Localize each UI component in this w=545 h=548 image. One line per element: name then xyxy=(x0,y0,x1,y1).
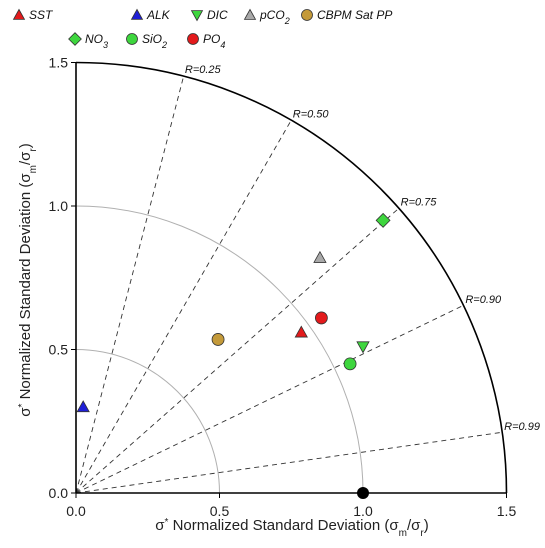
r-line-0.75 xyxy=(75,207,400,494)
legend-label-dic: DIC xyxy=(207,8,228,22)
reference-point xyxy=(357,487,369,499)
y-tick-label: 0.5 xyxy=(49,342,69,358)
legend-marker-no3 xyxy=(68,32,82,46)
legend-marker-alk xyxy=(130,8,144,20)
outer-arc xyxy=(75,61,508,494)
tick-labels: 0.0 0.5 1.0 1.5 0.0 0.5 1.0 1.5 xyxy=(49,55,517,520)
y-axis-title: σ* Normalized Standard Deviation (σm/σr) xyxy=(17,143,39,417)
r-line-0.99 xyxy=(75,431,503,494)
x-tick-label: 1.5 xyxy=(497,503,517,519)
r-label-0.75: R=0.75 xyxy=(401,197,438,209)
r-line-0.5 xyxy=(75,119,292,494)
legend-label-sst: SST xyxy=(29,8,54,22)
point-sio2 xyxy=(343,357,357,371)
point-no3 xyxy=(375,212,391,228)
r-label-0.25: R=0.25 xyxy=(185,64,222,76)
legend-marker-po4 xyxy=(187,33,199,45)
y-tick-label: 0.0 xyxy=(49,485,69,501)
y-tick-label: 1.5 xyxy=(49,55,69,71)
r-label-0.5: R=0.50 xyxy=(293,108,330,120)
legend-marker-pco2 xyxy=(243,8,257,20)
std-arc-0.5 xyxy=(75,349,220,494)
point-pco2 xyxy=(313,250,327,263)
point-cbpm-sat-pp xyxy=(211,333,225,346)
data-points xyxy=(76,212,391,499)
legend-label-sio2: SiO2 xyxy=(142,32,167,50)
legend-marker-dic xyxy=(190,10,204,22)
std-arc-1 xyxy=(75,205,364,494)
x-tick-label: 0.0 xyxy=(66,503,86,519)
point-sst xyxy=(294,325,308,338)
r-line-0.25 xyxy=(75,76,185,494)
y-tick-label: 1.0 xyxy=(49,198,69,214)
legend-marker-sst xyxy=(12,8,26,20)
correlation-lines: R=0.25 R=0.50 R=0.75 R=0.90 R=0.99 xyxy=(75,64,540,494)
legend-label-po4: PO4 xyxy=(203,32,225,50)
legend-label-pco2: pCO2 xyxy=(259,8,290,26)
legend-label-no3: NO3 xyxy=(85,32,108,50)
x-tick-label: 1.0 xyxy=(353,503,373,519)
legend: SST ALK DIC pCO2 CBPM Sat PP NO3 SiO2 PO4 xyxy=(12,8,392,50)
legend-label-alk: ALK xyxy=(146,8,171,22)
r-label-0.9: R=0.90 xyxy=(465,294,502,306)
legend-marker-sio2 xyxy=(126,33,138,45)
legend-marker-cbpm-sat-pp xyxy=(301,9,313,21)
r-line-0.9 xyxy=(75,304,464,494)
x-tick-label: 0.5 xyxy=(210,503,230,519)
std-arcs xyxy=(75,61,508,494)
point-alk xyxy=(76,400,90,413)
x-axis-title: σ* Normalized Standard Deviation (σm/σr) xyxy=(155,517,429,539)
r-label-0.99: R=0.99 xyxy=(504,421,540,433)
point-dic xyxy=(356,341,370,354)
legend-label-cbpm-sat-pp: CBPM Sat PP xyxy=(317,8,392,22)
axes xyxy=(75,62,507,494)
point-po4 xyxy=(314,311,328,325)
